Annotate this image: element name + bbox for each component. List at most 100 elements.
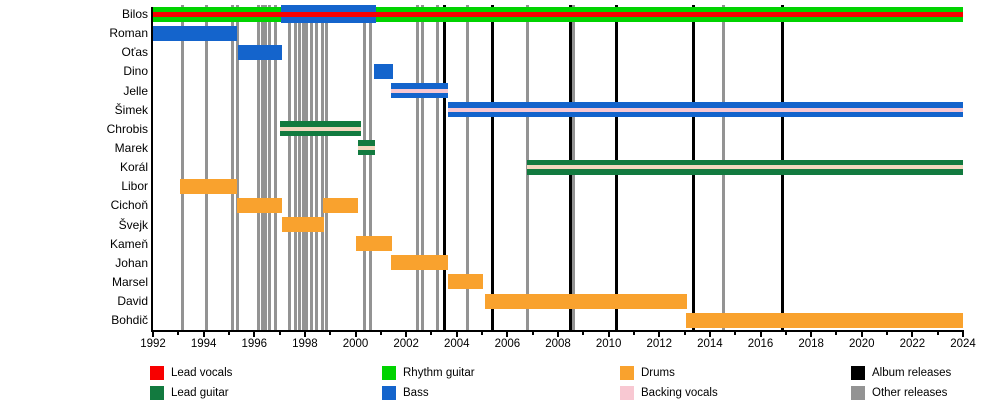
release-line-album [442,5,446,330]
x-axis-label: 2024 [950,338,976,350]
x-axis-tick [683,332,686,335]
x-axis-tick [253,332,256,337]
release-line-other [256,5,260,330]
release-line-other [314,5,318,330]
timeline-bar-drums [282,217,325,233]
legend-swatch-bass [382,386,396,400]
x-axis-line [151,330,964,332]
legend-label: Backing vocals [641,387,718,399]
x-axis-label: 2006 [494,338,521,350]
timeline-bar-stripe-backing_vocals_peach [280,126,362,131]
member-label: Cichoň [110,198,148,213]
x-axis-tick [152,332,154,337]
timeline-bar-lead_guitar [280,121,362,137]
member-label: Šimek [114,102,148,117]
timeline-bar-drums [448,274,484,290]
timeline-bar-drums [237,197,283,213]
release-line-other [205,5,209,330]
release-line-other [415,5,419,330]
legend-label: Album releases [872,367,952,379]
legend-label: Other releases [872,387,948,399]
release-line-other [180,5,184,330]
x-axis-tick [734,332,737,335]
x-axis-tick [936,332,939,335]
release-line-other [305,5,309,330]
x-axis-label: 2022 [899,338,926,350]
timeline-bar-bass [448,102,963,118]
x-axis-label: 2008 [545,338,571,350]
legend-label: Lead vocals [171,367,233,379]
member-label: Korál [119,160,148,175]
release-line-other [435,5,439,330]
release-line-other [231,5,235,330]
release-line-other [293,5,297,330]
timeline-bar-drums [180,178,238,194]
timeline-bar-stripe-backing_vocals_peach [527,165,963,170]
x-axis-label: 2016 [747,338,774,350]
timeline-bar-drums [356,236,392,252]
x-axis-tick [911,332,914,337]
x-axis-tick [177,332,180,335]
x-axis-tick [759,332,762,337]
release-line-other [325,5,329,330]
member-label: Švejk [118,217,148,232]
release-line-other [235,5,239,330]
member-label: Oťas [121,45,148,60]
y-axis-line [151,7,153,331]
legend-label: Rhythm guitar [403,367,475,379]
x-axis-tick [430,332,433,335]
timeline-bar-stripe-backing_vocals [390,88,449,93]
x-axis-label: 2004 [443,338,470,350]
legend-swatch-album-releases [851,366,865,380]
timeline-bar-stripe-backing_vocals_peach [358,145,375,150]
legend-swatch-drums [620,366,634,380]
member-label: Kameň [109,236,148,251]
timeline-bar-drums [485,293,688,309]
member-label: David [117,294,148,309]
x-axis-label: 2002 [393,338,419,350]
x-axis-tick [557,332,559,337]
release-line-other [273,5,277,330]
legend-swatch-other-releases [851,386,865,400]
timeline-bar-bass [153,25,238,41]
x-axis-tick [835,332,838,335]
x-axis-tick [632,332,635,335]
x-axis-tick [481,332,484,335]
release-line-other [369,5,373,330]
x-axis-tick [607,332,610,337]
legend-label: Drums [641,367,675,379]
x-axis-tick [860,332,863,337]
member-label: Dino [123,64,148,79]
release-line-album [491,5,495,330]
timeline-bar-lead_guitar [358,140,375,156]
x-axis-tick [379,332,382,335]
x-axis-tick [708,332,711,337]
x-axis-label: 1996 [241,338,268,350]
x-axis-tick [303,332,306,337]
member-label: Chrobis [106,121,148,136]
x-axis-label: 1998 [292,338,318,350]
x-axis-tick [658,332,661,337]
timeline-bar-bass [373,63,393,79]
timeline-bar-lead_guitar [527,159,963,175]
release-line-other [297,5,301,330]
x-axis-tick [354,332,357,337]
x-axis-label: 2000 [342,338,369,350]
release-line-other [301,5,305,330]
release-line-other [420,5,424,330]
timeline-bar-drums [390,255,449,271]
legend-swatch-lead-vocals [150,366,164,380]
legend-swatch-lead-guitar [150,386,164,400]
member-label: Marsel [111,274,148,289]
member-label: Bohdič [111,313,148,328]
member-label: Johan [115,255,148,270]
x-axis-label: 2014 [697,338,723,350]
x-axis-label: 2012 [646,338,673,350]
member-label: Marek [114,140,148,155]
member-label: Libor [121,179,148,194]
release-line-other [268,5,272,330]
x-axis-tick [329,332,332,335]
timeline-bar-bass [390,83,449,99]
release-line-other [264,5,268,330]
x-axis-label: 2010 [595,338,622,350]
